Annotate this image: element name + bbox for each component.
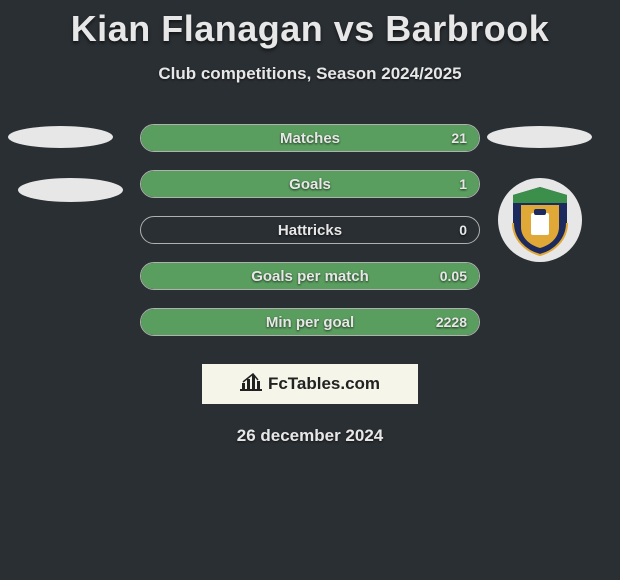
stat-row: Hattricks 0 — [140, 216, 480, 244]
date-label: 26 december 2024 — [0, 426, 620, 446]
stat-label: Min per goal — [266, 314, 354, 331]
club-crest — [498, 178, 582, 262]
branding-box: FcTables.com — [202, 364, 418, 404]
stat-value: 2228 — [436, 314, 467, 330]
stat-row: Min per goal 2228 — [140, 308, 480, 336]
player-placeholder-left — [18, 178, 123, 202]
subtitle: Club competitions, Season 2024/2025 — [0, 64, 620, 84]
stat-label: Goals — [289, 176, 331, 193]
stat-label: Matches — [280, 130, 340, 147]
stat-value: 1 — [459, 176, 467, 192]
stat-label: Goals per match — [251, 268, 369, 285]
stat-row: Goals 1 — [140, 170, 480, 198]
stat-value: 0.05 — [440, 268, 467, 284]
bar-chart-icon — [240, 373, 262, 396]
stat-value: 0 — [459, 222, 467, 238]
stat-row: Matches 21 — [140, 124, 480, 152]
branding-text: FcTables.com — [268, 374, 380, 394]
stat-label: Hattricks — [278, 222, 342, 239]
player-placeholder-left — [8, 126, 113, 148]
stat-value: 21 — [451, 130, 467, 146]
stat-row: Goals per match 0.05 — [140, 262, 480, 290]
page-title: Kian Flanagan vs Barbrook — [0, 0, 620, 50]
player-placeholder-right — [487, 126, 592, 148]
